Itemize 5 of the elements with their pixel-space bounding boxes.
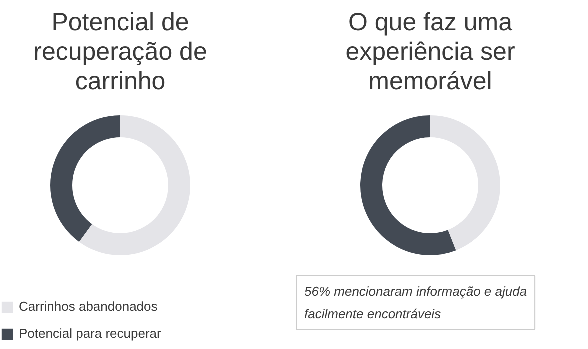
legend-label: Potencial para recuperar bbox=[19, 326, 162, 341]
text: 56% mencionaram informação e ajuda facilmente encontráveis bbox=[304, 284, 528, 322]
chart-title: Potencial de recuperação de carrinho bbox=[34, 8, 208, 96]
legend-label: Carrinhos abandonados bbox=[19, 299, 158, 314]
chart-title: O que faz uma experiência ser memorável bbox=[346, 8, 516, 96]
